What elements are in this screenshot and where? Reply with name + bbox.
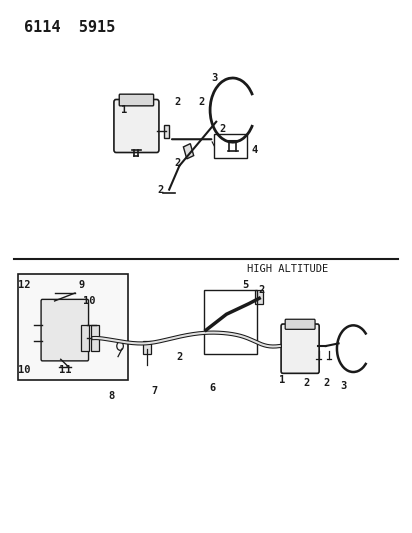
Bar	[183, 143, 194, 159]
Bar	[204, 290, 257, 354]
Bar	[255, 290, 263, 304]
Text: 2: 2	[303, 378, 309, 388]
Text: 1: 1	[279, 375, 285, 385]
Bar	[214, 134, 247, 158]
Text: 8: 8	[109, 391, 115, 401]
Text: 11: 11	[59, 365, 71, 375]
Text: 10: 10	[83, 296, 96, 306]
FancyBboxPatch shape	[285, 319, 315, 329]
Bar	[143, 341, 151, 354]
Text: 2: 2	[258, 285, 265, 295]
Text: 2: 2	[158, 184, 164, 195]
FancyBboxPatch shape	[281, 324, 319, 373]
Text: 2: 2	[323, 378, 330, 388]
Text: 6: 6	[209, 383, 215, 393]
Text: 3: 3	[211, 73, 217, 83]
Text: 2: 2	[199, 97, 205, 107]
Text: 12: 12	[18, 280, 30, 290]
Text: 2: 2	[219, 124, 225, 134]
FancyBboxPatch shape	[114, 100, 159, 152]
Text: 2: 2	[176, 352, 183, 361]
Text: 2: 2	[174, 97, 180, 107]
Text: 2: 2	[174, 158, 180, 168]
Text: 10: 10	[18, 365, 30, 375]
Text: 5: 5	[242, 280, 248, 290]
Text: 6114  5915: 6114 5915	[24, 20, 115, 35]
Text: 4: 4	[252, 145, 258, 155]
Text: HIGH ALTITUDE: HIGH ALTITUDE	[247, 264, 328, 274]
FancyBboxPatch shape	[41, 300, 89, 361]
Bar	[91, 325, 99, 351]
Bar	[164, 125, 169, 138]
Text: 1: 1	[121, 105, 127, 115]
Bar	[81, 325, 89, 351]
FancyBboxPatch shape	[119, 94, 154, 106]
Bar	[18, 274, 128, 381]
Text: 9: 9	[78, 280, 84, 290]
Text: 7: 7	[152, 386, 158, 396]
Text: 3: 3	[340, 381, 346, 391]
